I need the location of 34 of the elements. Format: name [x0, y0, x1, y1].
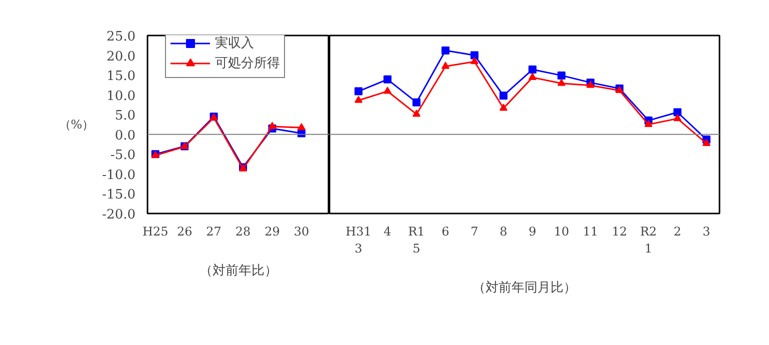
x-tick-label: 9: [528, 224, 536, 238]
x-tick-label: 27: [206, 224, 222, 238]
y-tick-label: -20.0: [102, 208, 136, 222]
y-tick-label: 5.0: [114, 108, 136, 124]
x-tick-label: 4: [384, 224, 392, 238]
y-axis-title: （%）: [58, 118, 94, 132]
x-tick-label: 7: [470, 224, 478, 238]
x-tick-label: R1 5: [408, 224, 425, 256]
x-tick-label: 30: [294, 224, 310, 238]
x-axis-title: （対前年同月比）: [472, 279, 576, 296]
x-tick-label: R2 1: [640, 224, 657, 256]
y-tick-label: -10.0: [102, 168, 136, 183]
x-tick-label: H31 3: [346, 224, 372, 256]
y-tick-label: -5.0: [110, 148, 136, 164]
legend-label: 実収入: [215, 35, 254, 52]
y-tick-label: -15.0: [102, 188, 136, 203]
x-tick-label: 8: [500, 224, 508, 238]
x-tick-label: 6: [442, 224, 450, 238]
legend-label: 可処分所得: [215, 55, 280, 72]
y-tick-label: 15.0: [106, 69, 136, 84]
x-tick-label: 26: [176, 224, 192, 238]
x-tick-label: 29: [264, 224, 280, 238]
y-tick-label: 0.0: [114, 128, 136, 144]
x-tick-label: 3: [702, 224, 710, 238]
x-axis-title: （対前年比）: [200, 262, 278, 278]
x-tick-label: 2: [674, 224, 682, 238]
x-tick-label: 12: [612, 224, 628, 238]
y-tick-label: 20.0: [106, 49, 136, 64]
y-tick-label: 25.0: [106, 30, 136, 44]
x-tick-label: 28: [235, 224, 251, 238]
x-tick-label: H25: [142, 224, 168, 238]
y-tick-label: 10.0: [106, 88, 136, 104]
x-tick-label: 10: [554, 224, 570, 238]
x-tick-label: 11: [582, 224, 598, 238]
